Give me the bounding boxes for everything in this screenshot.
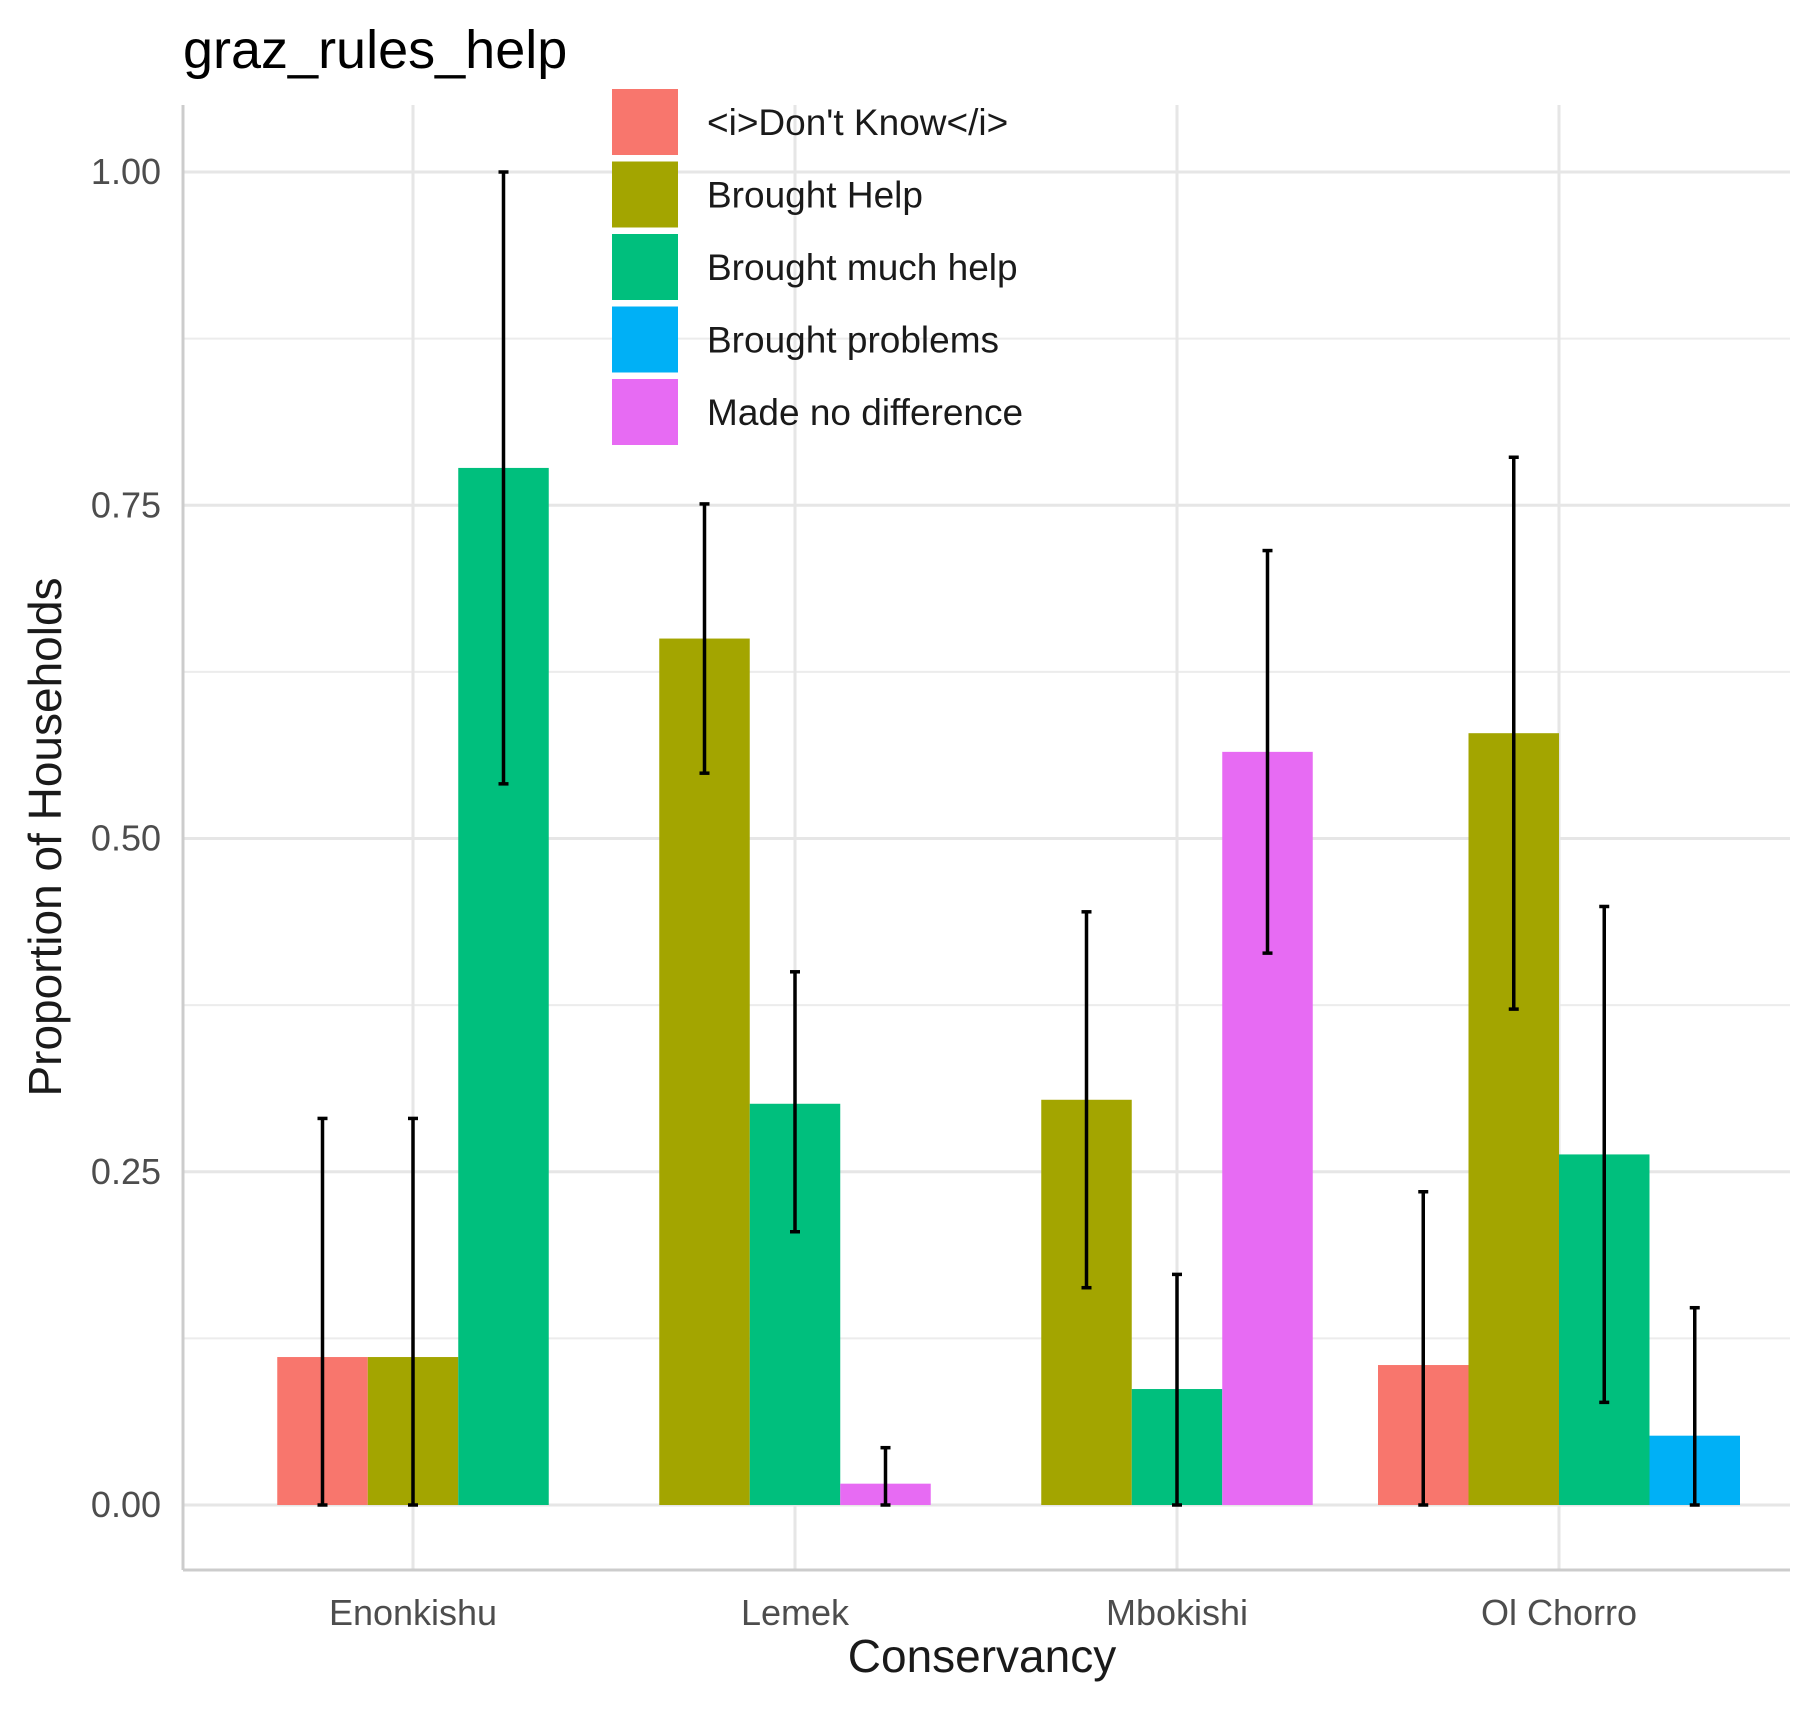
- error-bar: [1599, 904, 1610, 1405]
- y-axis-title: Proportion of Households: [19, 577, 71, 1096]
- legend-key: [612, 306, 678, 373]
- error-bar: [1689, 1305, 1700, 1507]
- legend-label: Brought problems: [707, 320, 999, 361]
- error-bar: [790, 970, 800, 1234]
- legend-key: [612, 161, 678, 228]
- error-bar: [1262, 548, 1273, 955]
- legend-key: [612, 379, 678, 445]
- error-bar: [1081, 910, 1092, 1290]
- legend-label: Brought much help: [707, 247, 1018, 288]
- x-tick-labels: Enonkishu Lemek Mbokishi Ol Chorro: [329, 1592, 1637, 1633]
- x-tick-label: Mbokishi: [1106, 1592, 1248, 1633]
- error-bar: [317, 1116, 328, 1507]
- legend-item: Brought much help: [612, 234, 1018, 300]
- error-bar: [408, 1116, 418, 1507]
- error-bars: [317, 170, 1700, 1507]
- error-bar: [1172, 1272, 1182, 1507]
- legend-key: [612, 234, 678, 300]
- legend-key: [612, 89, 678, 155]
- error-bar: [880, 1445, 891, 1507]
- error-bar: [498, 170, 509, 786]
- x-axis-title: Conservancy: [848, 1630, 1116, 1682]
- legend: <i>Don't Know</i> Brought Help Brought muc…: [612, 89, 1023, 445]
- y-tick-labels: 0.00 0.25 0.50 0.75 1.00: [91, 151, 161, 1525]
- legend-item: Brought problems: [612, 306, 999, 373]
- bar: [659, 638, 750, 1505]
- legend-item: <i>Don't Know</i>: [612, 89, 1008, 155]
- legend-label: Brought Help: [707, 175, 923, 216]
- legend-item: Brought Help: [612, 161, 923, 228]
- y-tick-label: 0.00: [91, 1484, 161, 1525]
- y-tick-label: 0.25: [91, 1151, 161, 1192]
- bars: [277, 467, 1740, 1505]
- error-bar: [699, 502, 710, 775]
- y-tick-label: 0.50: [91, 818, 161, 859]
- x-tick-label: Lemek: [741, 1592, 850, 1633]
- y-tick-label: 1.00: [91, 151, 161, 192]
- y-tick-label: 0.75: [91, 484, 161, 525]
- chart-title: graz_rules_help: [183, 20, 567, 80]
- x-tick-label: Enonkishu: [329, 1592, 497, 1633]
- x-tick-label: Ol Chorro: [1481, 1592, 1637, 1633]
- legend-item: Made no difference: [612, 379, 1023, 445]
- error-bar: [1508, 455, 1519, 1011]
- legend-label: <i>Don't Know</i>: [707, 102, 1008, 143]
- axes: [181, 105, 1790, 1572]
- legend-label: Made no difference: [707, 392, 1023, 433]
- error-bar: [1418, 1189, 1429, 1507]
